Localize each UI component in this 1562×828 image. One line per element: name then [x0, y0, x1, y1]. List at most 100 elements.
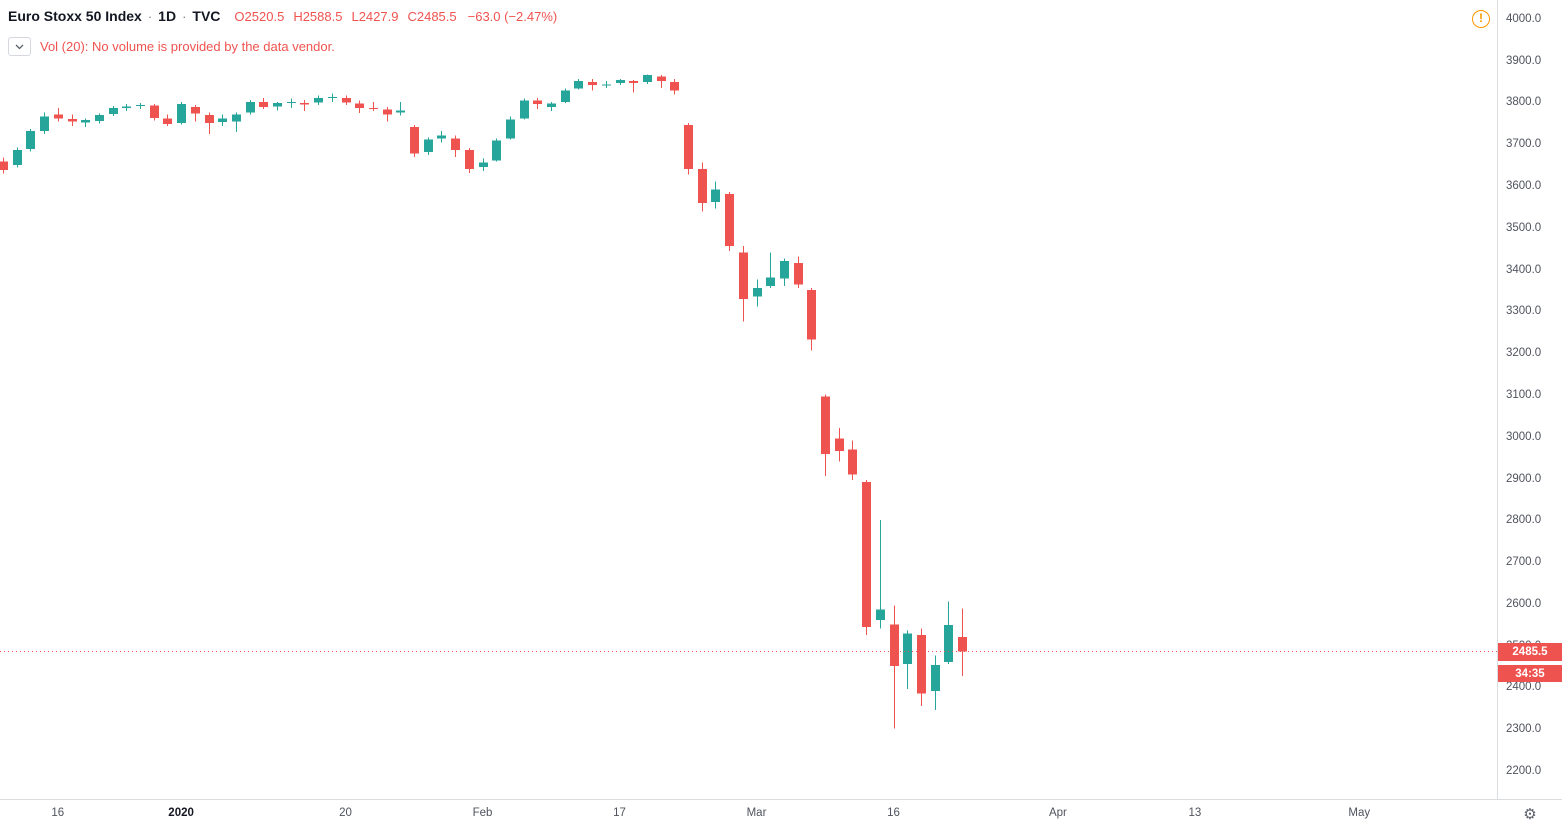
candle-body — [68, 119, 77, 122]
legend-separator: · — [182, 9, 187, 24]
time-axis-label: 16 — [51, 807, 65, 819]
candle-body — [533, 100, 542, 104]
time-axis-label: 17 — [613, 807, 626, 819]
symbol-legend-row: Euro Stoxx 50 Index · 1D · TVC O2520.5 H… — [8, 8, 557, 28]
time-axis-label: Mar — [746, 807, 767, 819]
candle-body — [890, 624, 899, 667]
scale-settings-corner[interactable]: ⚙ — [1498, 800, 1562, 828]
candle-body — [109, 107, 118, 115]
candle-body — [479, 162, 488, 167]
candle-body — [218, 118, 227, 123]
candle-body — [383, 109, 392, 115]
candle-body — [54, 114, 63, 119]
candle-body — [81, 119, 90, 123]
candle-body — [821, 396, 830, 454]
price-axis-label: 3700.0 — [1506, 138, 1542, 151]
candle-body — [26, 131, 35, 150]
price-axis-border — [1497, 0, 1498, 799]
candle-body — [273, 103, 282, 107]
candle-body — [451, 138, 460, 150]
time-axis-label: 20 — [339, 807, 352, 819]
candle-body — [163, 118, 172, 125]
candle-body — [670, 81, 679, 91]
price-axis-label: 3800.0 — [1506, 96, 1542, 109]
candle-body — [150, 105, 159, 118]
candle-body — [342, 97, 351, 103]
indicator-legend-row: Vol (20): No volume is provided by the d… — [8, 37, 557, 56]
candle-body — [465, 150, 474, 169]
candle-body — [547, 103, 556, 107]
price-axis-label: 3900.0 — [1506, 54, 1542, 67]
data-problem-warning-icon[interactable]: ! — [1472, 10, 1490, 28]
candle-body — [136, 104, 145, 107]
candle-body — [437, 135, 446, 139]
candle-body — [232, 114, 241, 122]
chart-legend: Euro Stoxx 50 Index · 1D · TVC O2520.5 H… — [8, 8, 557, 56]
candle-body — [95, 114, 104, 121]
candle-body — [903, 633, 912, 664]
price-axis-label: 3100.0 — [1506, 388, 1542, 401]
high-value: H2588.5 — [293, 9, 343, 24]
candle-body — [629, 81, 638, 84]
price-axis-label: 3300.0 — [1506, 305, 1542, 318]
candle-body — [177, 104, 186, 123]
time-axis-border — [0, 799, 1562, 800]
legend-separator: · — [147, 9, 153, 24]
candle-body — [40, 116, 49, 131]
interval-label[interactable]: 1D — [158, 8, 177, 24]
time-axis-label: 16 — [887, 807, 900, 819]
candle-body — [780, 260, 789, 279]
candle-body — [807, 290, 816, 340]
candle-body — [287, 102, 296, 103]
candle-body — [958, 637, 967, 652]
time-axis-label: Feb — [472, 807, 493, 819]
candle-body — [657, 76, 666, 82]
price-axis-label: 2600.0 — [1506, 597, 1542, 610]
price-axis-label: 3400.0 — [1506, 263, 1542, 276]
candlestick-chart[interactable] — [0, 0, 1497, 799]
price-axis-label: 3500.0 — [1506, 221, 1542, 234]
candle-body — [492, 140, 501, 161]
time-axis-label: Apr — [1048, 807, 1067, 819]
indicator-collapse-button[interactable] — [8, 37, 31, 56]
candle-body — [917, 634, 926, 694]
candle-body — [876, 609, 885, 621]
candle-body — [396, 110, 405, 113]
candle-body — [369, 108, 378, 110]
time-axis[interactable]: 16 2020 20 Feb 17 Mar 16 Apr 13 May — [0, 800, 1562, 828]
candle-body — [122, 106, 131, 108]
candle-body — [410, 127, 419, 154]
time-axis-label: May — [1348, 807, 1371, 819]
candle-body — [191, 107, 200, 114]
low-value: L2427.9 — [351, 9, 399, 24]
candle-body — [300, 102, 309, 105]
open-value: O2520.5 — [234, 9, 285, 24]
volume-indicator-message: Vol (20): No volume is provided by the d… — [40, 39, 335, 54]
candle-body — [506, 119, 515, 139]
price-axis-label: 2300.0 — [1506, 723, 1542, 736]
time-axis-label: 2020 — [168, 807, 194, 819]
candle-body — [574, 81, 583, 89]
candle-body — [766, 277, 775, 286]
last-price-tag: 2485.5 — [1498, 643, 1562, 661]
price-axis-label: 2200.0 — [1506, 765, 1542, 777]
candle-body — [643, 75, 652, 82]
candle-body — [711, 189, 720, 203]
exchange-label[interactable]: TVC — [192, 8, 221, 24]
candle-body — [205, 114, 214, 123]
candle-body — [355, 103, 364, 109]
price-axis-label: 2900.0 — [1506, 472, 1542, 485]
price-axis-label: 4000.0 — [1506, 12, 1542, 25]
candle-body — [588, 81, 597, 86]
candle-body — [328, 96, 337, 98]
candle-body — [0, 161, 8, 171]
price-change: −63.0 (−2.47%) — [467, 9, 558, 24]
candle-body — [561, 90, 570, 102]
price-axis-label: 3000.0 — [1506, 430, 1542, 443]
symbol-title[interactable]: Euro Stoxx 50 Index — [8, 8, 142, 24]
price-axis-label: 2800.0 — [1506, 514, 1542, 527]
candle-body — [424, 139, 433, 153]
ohlc-values: O2520.5 H2588.5 L2427.9 C2485.5 −63.0 (−… — [234, 9, 557, 24]
candle-body — [725, 193, 734, 247]
